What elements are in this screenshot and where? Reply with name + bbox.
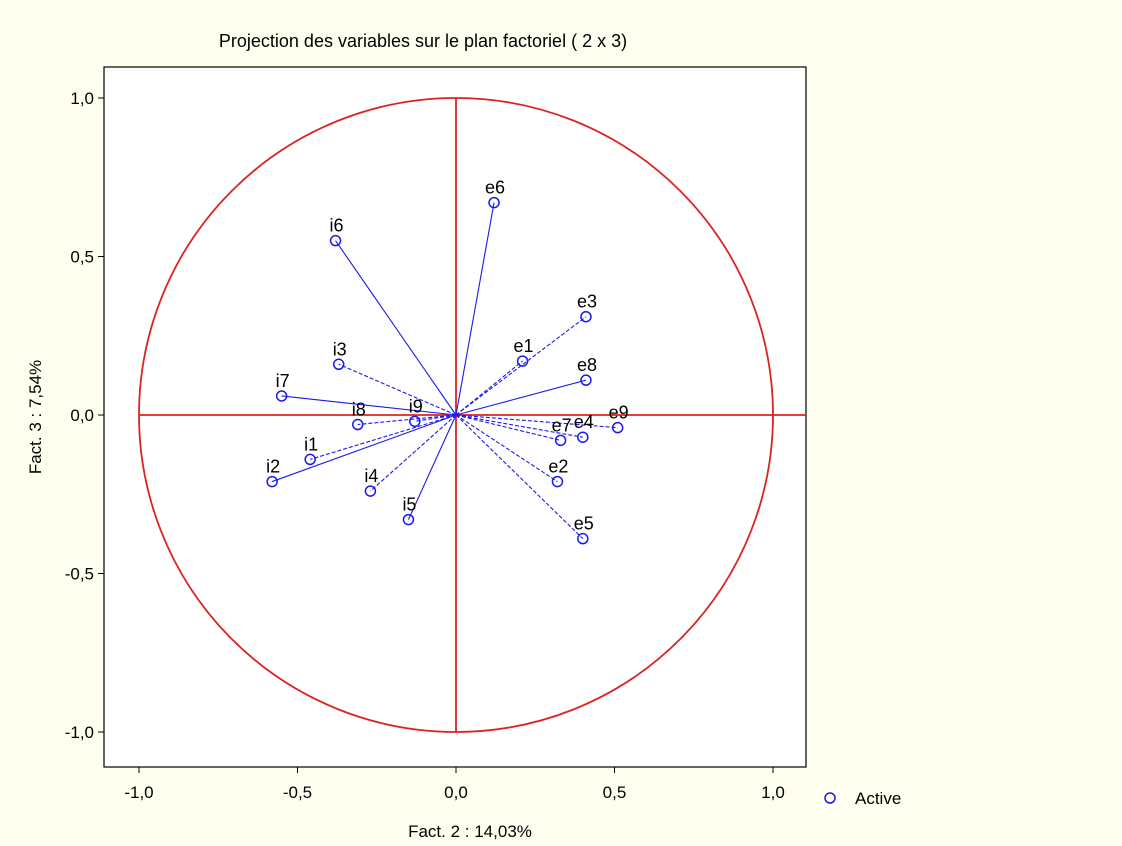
point-i1 (304, 453, 316, 466)
point-e9 (611, 421, 624, 434)
point-i3 (332, 358, 345, 371)
point-label-i7: i7 (276, 371, 290, 391)
vector-i6 (335, 240, 457, 416)
point-i6 (329, 234, 342, 247)
vector-e4 (455, 414, 583, 438)
x-tick-label: -0,5 (283, 783, 312, 802)
vector-e2 (455, 414, 558, 483)
point-e5 (577, 532, 589, 545)
legend-marker (824, 792, 836, 804)
point-i7 (275, 390, 288, 402)
point-label-e5: e5 (574, 514, 594, 534)
point-e8 (580, 374, 592, 386)
chart-title: Projection des variables sur le plan fac… (219, 31, 627, 51)
point-i4 (364, 485, 377, 497)
y-tick-label: -0,5 (65, 565, 94, 584)
legend-label: Active (855, 789, 901, 808)
point-i8 (351, 418, 364, 431)
vector-i8 (357, 414, 457, 426)
point-i5 (402, 513, 415, 526)
point-e6 (488, 196, 500, 209)
point-label-i2: i2 (266, 457, 280, 477)
y-tick-label: 0,0 (70, 406, 94, 425)
point-e4 (577, 431, 589, 443)
vector-i9 (414, 414, 457, 422)
vector-i4 (370, 414, 457, 492)
vector-i3 (338, 363, 457, 416)
point-label-i4: i4 (364, 466, 378, 486)
x-tick-label: 1,0 (761, 783, 785, 802)
y-tick-label: -1,0 (65, 723, 94, 742)
point-label-e9: e9 (609, 403, 629, 423)
vector-i2 (271, 414, 457, 483)
vector-e5 (455, 414, 584, 540)
x-tick-label: -1,0 (124, 783, 153, 802)
point-label-i8: i8 (352, 400, 366, 420)
point-label-e4: e4 (574, 412, 594, 432)
y-axis-label: Fact. 3 : 7,54% (26, 360, 45, 474)
vector-e9 (455, 414, 618, 429)
point-e3 (580, 310, 592, 323)
y-tick-label: 0,5 (70, 248, 94, 267)
point-label-i1: i1 (304, 434, 318, 454)
x-tick-label: 0,5 (603, 783, 627, 802)
point-label-i9: i9 (409, 396, 423, 416)
point-label-i3: i3 (333, 339, 347, 359)
point-label-e7: e7 (552, 415, 572, 435)
point-label-i5: i5 (402, 495, 416, 515)
vector-i1 (310, 414, 457, 460)
point-e1 (516, 355, 529, 367)
vector-e6 (455, 202, 495, 416)
legend: Active (824, 789, 901, 808)
point-i9 (409, 415, 421, 428)
point-e2 (551, 475, 564, 488)
point-label-e3: e3 (577, 292, 597, 312)
vector-i7 (281, 395, 457, 416)
point-label-i6: i6 (330, 216, 344, 236)
vector-i5 (407, 414, 457, 520)
point-label-e6: e6 (485, 178, 505, 198)
vector-e8 (455, 379, 587, 416)
y-tick-label: 1,0 (70, 89, 94, 108)
point-label-e8: e8 (577, 355, 597, 375)
point-e7 (554, 434, 567, 447)
x-axis-label: Fact. 2 : 14,03% (408, 822, 532, 841)
point-label-e2: e2 (548, 457, 568, 477)
point-i2 (266, 475, 278, 488)
point-label-e1: e1 (514, 336, 534, 356)
x-tick-label: 0,0 (444, 783, 468, 802)
